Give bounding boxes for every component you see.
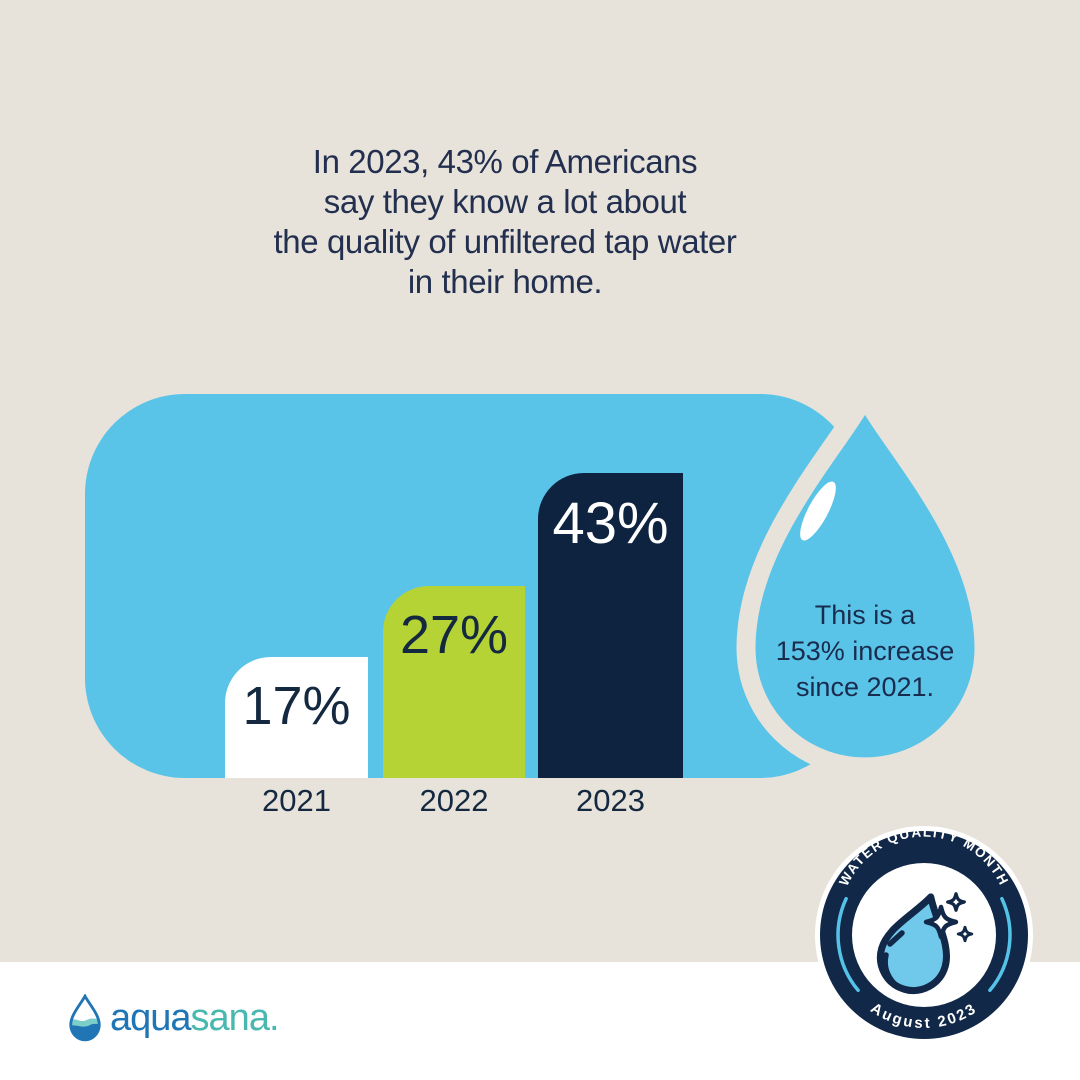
bar-2021-value-label: 17% (242, 676, 351, 736)
badge-drop-arc-highlight (882, 952, 911, 994)
headline-line-2: say they know a lot about (323, 183, 687, 220)
badge-drop-icon (876, 892, 974, 994)
callout-line-3: since 2021. (795, 672, 935, 702)
sparkle-icon-small-right (956, 925, 974, 943)
logo-trademark-dot: . (268, 997, 280, 1039)
callout-line-2: 153% increase (775, 636, 955, 666)
bar-2022-value-label: 27% (399, 605, 509, 665)
logo-text-aqua: aqua (110, 997, 192, 1039)
increase-callout: This is a 153% increase since 2021. (745, 597, 985, 705)
badge-left-arc (836, 896, 860, 993)
aquasana-wordmark: aquasana. (110, 999, 279, 1037)
headline-line-3: the quality of unfiltered tap water (273, 223, 737, 260)
axis-label-2021: 2021 (262, 783, 331, 818)
callout-line-1: This is a (814, 600, 916, 630)
badge-drop-dash-highlight (887, 930, 905, 947)
axis-label-2023: 2023 (576, 783, 645, 818)
water-drop-shape (736, 390, 994, 777)
axis-label-2022: 2022 (419, 783, 489, 818)
logo-text-sana: sana (190, 997, 270, 1039)
water-quality-month-badge: WATER QUALITY MONTH August 2023 (815, 825, 1033, 1044)
bar-2023-value-label: 43% (552, 491, 669, 556)
bar-2021: 17% (225, 657, 368, 778)
sparkle-icon-small-top (946, 892, 966, 912)
headline-line-1: In 2023, 43% of Americans (312, 143, 698, 180)
logo-drop-outline (69, 994, 101, 1042)
drop-highlight (800, 481, 836, 541)
headline-line-4: in their home. (407, 263, 603, 300)
headline: In 2023, 43% of Americans say they know … (0, 142, 1010, 302)
badge-right-arc (988, 896, 1012, 993)
bar-2023: 43% (538, 473, 683, 778)
aquasana-drop-icon (69, 994, 101, 1042)
bar-2022: 27% (383, 586, 525, 778)
aquasana-logo: aquasana. (66, 994, 279, 1042)
sparkle-icon-large (923, 904, 959, 940)
